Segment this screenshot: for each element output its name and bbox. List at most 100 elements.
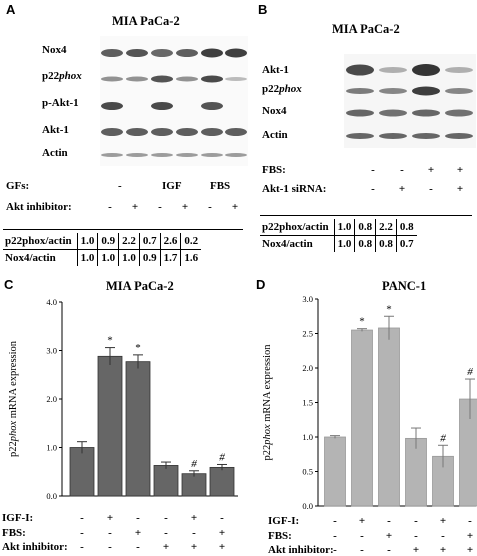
- chart-d-tick-label-0: 0.0: [302, 501, 313, 511]
- table-top-rule-b: [260, 215, 472, 216]
- chart-c-bar-4: [154, 465, 178, 496]
- fbs-label-b: FBS:: [262, 164, 286, 176]
- ratio-row-nox4-b: Nox4/actin 1.0 0.8 0.8 0.7: [260, 236, 417, 253]
- chart-d-sign-r3-c5: +: [437, 544, 449, 556]
- sirna-sign-b-4: +: [454, 183, 466, 195]
- chart-d-sign-r3-c6: +: [464, 544, 476, 556]
- chart-c-sign-r2-c4: -: [160, 527, 172, 539]
- fbs-sign-b-4: +: [454, 164, 466, 176]
- chart-d-tick-label-4: 2.0: [302, 363, 313, 373]
- chart-d-sign-r1-c5: +: [437, 515, 449, 527]
- blot-label-actin-b: Actin: [262, 129, 288, 141]
- panel-c-letter: C: [4, 277, 13, 292]
- fbs-label-d: FBS:: [268, 530, 292, 542]
- sirna-sign-b-1: -: [367, 183, 379, 195]
- ratio-row-p22-b: p22phox/actin 1.0 0.8 2.2 0.8: [260, 219, 417, 236]
- chart-d-sign-r2-c2: -: [356, 530, 368, 542]
- panel-b-title: MIA PaCa-2: [332, 22, 400, 37]
- chart-c-annotation-2: *: [107, 335, 113, 347]
- sirna-sign-b-2: +: [396, 183, 408, 195]
- chart-c-bar-3: [126, 362, 150, 496]
- chart-c-sign-r3-c4: +: [160, 541, 172, 553]
- chart-d-tick-label-1: 0.5: [302, 467, 313, 477]
- chart-c-bar-1: [70, 448, 94, 497]
- chart-c-sign-r2-c3: +: [132, 527, 144, 539]
- fbs-sign-b-1: -: [367, 164, 379, 176]
- fbs-label-c: FBS:: [2, 527, 26, 539]
- panel-a-title: MIA PaCa-2: [112, 14, 180, 29]
- chart-d-sign-r2-c5: -: [437, 530, 449, 542]
- blot-label-p22phox-b: p22phox: [262, 83, 302, 95]
- chart-d-sign-r1-c2: +: [356, 515, 368, 527]
- chart-d-tick-label-2: 1.0: [302, 432, 313, 442]
- chart-c-tick-label-0: 0.0: [46, 491, 57, 501]
- akt-inhibitor-label-d: Akt inhibitor:: [268, 544, 334, 556]
- gfs-value-igf: IGF: [162, 180, 182, 192]
- chart-c-bar-6: [210, 467, 234, 496]
- akt-sign-a-3: -: [154, 201, 166, 213]
- chart-d-tick-label-6: 3.0: [302, 294, 313, 304]
- western-blot-a: [100, 36, 248, 166]
- chart-d-sign-r1-c3: -: [383, 515, 395, 527]
- chart-d-sign-r1-c6: -: [464, 515, 476, 527]
- blot-label-actin: Actin: [42, 147, 68, 159]
- chart-c-sign-r3-c2: -: [104, 541, 116, 553]
- sirna-sign-b-3: -: [425, 183, 437, 195]
- chart-c-annotation-5: #: [191, 458, 197, 470]
- chart-c-sign-r2-c5: -: [188, 527, 200, 539]
- blot-label-akt1: Akt-1: [42, 124, 69, 136]
- chart-d-y-axis-label: p22phox mRNA expression: [262, 344, 273, 461]
- blot-label-p22phox: p22phox: [42, 70, 82, 82]
- chart-d-sign-r3-c3: -: [383, 544, 395, 556]
- chart-d-annotation-2: *: [359, 316, 365, 328]
- chart-c-sign-r3-c5: +: [188, 541, 200, 553]
- chart-c-annotation-6: #: [219, 451, 225, 463]
- chart-d-bar-6: [460, 399, 477, 506]
- chart-d-sign-r1-c1: -: [329, 515, 341, 527]
- chart-d-annotation-3: *: [386, 303, 392, 315]
- ratio-table-b: p22phox/actin 1.0 0.8 2.2 0.8 Nox4/actin…: [260, 219, 417, 252]
- blot-label-nox4-b: Nox4: [262, 105, 286, 117]
- chart-c-sign-r2-c2: -: [104, 527, 116, 539]
- akt-sign-a-4: +: [179, 201, 191, 213]
- chart-c-sign-r3-c1: -: [76, 541, 88, 553]
- akt-inhibitor-label-a: Akt inhibitor:: [6, 201, 72, 213]
- chart-d-sign-r1-c4: -: [410, 515, 422, 527]
- chart-c-y-axis-label: p22phox mRNA expression: [8, 340, 19, 457]
- gfs-value-none: -: [118, 180, 122, 192]
- blot-label-p-akt1: p-Akt-1: [42, 97, 79, 109]
- chart-c-tick-label-4: 4.0: [46, 297, 57, 307]
- chart-c-annotation-3: *: [135, 342, 141, 354]
- chart-c-bar-2: [98, 356, 122, 496]
- chart-c-bar-5: [182, 474, 206, 496]
- chart-c-sign-r1-c4: -: [160, 512, 172, 524]
- chart-d-sign-r3-c2: -: [356, 544, 368, 556]
- akt-sign-a-2: +: [129, 201, 141, 213]
- chart-c-sign-r3-c6: +: [216, 541, 228, 553]
- chart-d-bar-1: [325, 437, 346, 506]
- chart-d-sign-r2-c1: -: [329, 530, 341, 542]
- chart-d-bar-3: [379, 328, 400, 506]
- fbs-sign-b-3: +: [425, 164, 437, 176]
- panel-a-letter: A: [6, 2, 15, 17]
- western-blot-b: [344, 54, 476, 148]
- chart-c-sign-r1-c3: -: [132, 512, 144, 524]
- chart-c-sign-r1-c5: +: [188, 512, 200, 524]
- chart-d-tick-label-3: 1.5: [302, 398, 313, 408]
- fbs-sign-b-2: -: [396, 164, 408, 176]
- akt-sign-a-6: +: [229, 201, 241, 213]
- blot-label-akt1-b: Akt-1: [262, 64, 289, 76]
- chart-c-sign-r1-c1: -: [76, 512, 88, 524]
- gfs-label: GFs:: [6, 180, 29, 192]
- chart-d-annotation-6: #: [467, 366, 473, 378]
- panel-c-title: MIA PaCa-2: [106, 279, 174, 294]
- akt-inhibitor-label-c: Akt inhibitor:: [2, 541, 68, 553]
- chart-c-tick-label-1: 1.0: [46, 443, 57, 453]
- blot-label-nox4: Nox4: [42, 44, 66, 56]
- chart-d-bar-2: [352, 330, 373, 506]
- chart-d-sign-r2-c6: +: [464, 530, 476, 542]
- chart-d-annotation-5: #: [440, 432, 446, 444]
- igf-label-d: IGF-I:: [268, 515, 299, 527]
- ratio-table-a: p22phox/actin 1.0 0.9 2.2 0.7 2.6 0.2 No…: [3, 233, 201, 266]
